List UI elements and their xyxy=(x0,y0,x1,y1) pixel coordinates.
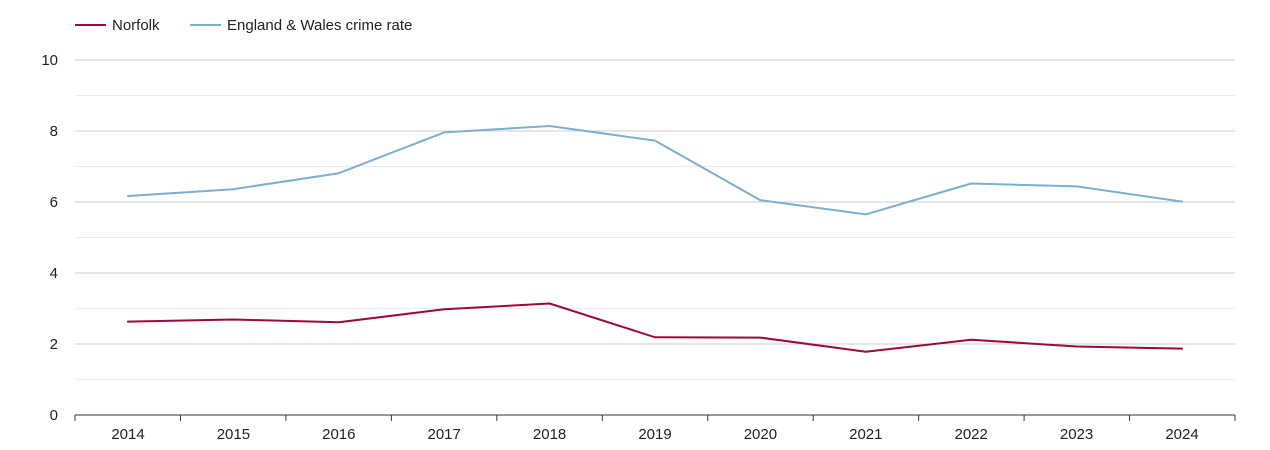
legend-label-norfolk: Norfolk xyxy=(112,17,160,34)
x-tick-label: 2017 xyxy=(428,426,461,443)
y-tick-label: 2 xyxy=(50,336,58,353)
x-tick-label: 2023 xyxy=(1060,426,1093,443)
y-axis-ticks: 0 2 4 6 8 10 xyxy=(41,52,58,424)
series-line-norfolk xyxy=(127,302,1183,353)
x-tick-label: 2020 xyxy=(744,426,777,443)
legend: Norfolk England & Wales crime rate xyxy=(75,17,412,34)
y-tick-label: 0 xyxy=(50,407,58,424)
x-tick-label: 2019 xyxy=(638,426,671,443)
grid-lines xyxy=(75,59,1235,380)
x-tick-label: 2016 xyxy=(322,426,355,443)
series-line-england-wales-crime-rate xyxy=(127,125,1183,216)
x-tick-label: 2015 xyxy=(217,426,250,443)
y-tick-label: 8 xyxy=(50,123,58,140)
legend-label-england-wales: England & Wales crime rate xyxy=(227,17,412,34)
y-tick-label: 6 xyxy=(50,194,58,211)
x-axis-ticks: 2014 2015 2016 2017 2018 2019 2020 2021 2022 2023… xyxy=(74,415,1236,443)
x-tick-label: 2024 xyxy=(1165,426,1198,443)
y-tick-label: 10 xyxy=(41,52,58,69)
x-tick-label: 2014 xyxy=(111,426,144,443)
series-layer xyxy=(127,125,1183,353)
x-tick-label: 2022 xyxy=(955,426,988,443)
x-tick-label: 2018 xyxy=(533,426,566,443)
y-tick-label: 4 xyxy=(50,265,58,282)
x-tick-label: 2021 xyxy=(849,426,882,443)
